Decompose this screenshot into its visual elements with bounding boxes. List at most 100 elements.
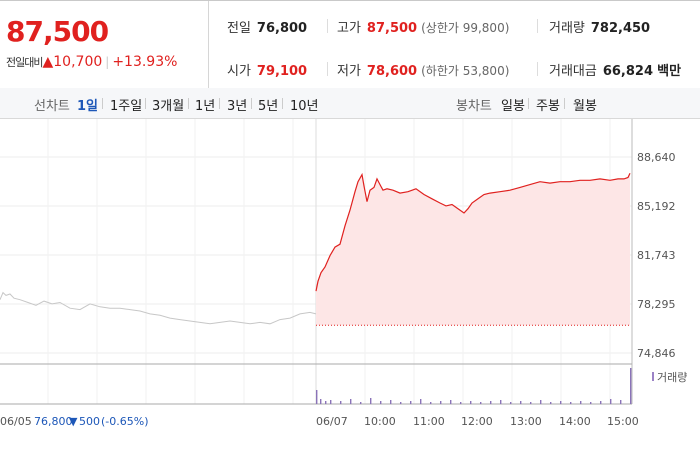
x-label: 15:00 xyxy=(607,415,639,428)
range-tab-1d[interactable]: 1일 xyxy=(77,99,99,114)
prev-day-line xyxy=(0,291,317,325)
volume-bar xyxy=(316,390,318,404)
range-tab-10y[interactable]: 10년 xyxy=(290,99,319,114)
volume-bar xyxy=(400,402,402,404)
volume-bar xyxy=(470,401,472,404)
divider xyxy=(528,98,529,109)
volume-bar xyxy=(330,400,332,404)
divider xyxy=(251,98,252,109)
volume-bar xyxy=(490,401,492,404)
x-label: 06/07 xyxy=(316,415,348,428)
volume-bar xyxy=(420,399,422,404)
volume-bar xyxy=(350,399,352,404)
candle-tab-daily[interactable]: 일봉 xyxy=(501,99,525,114)
high-price: 고가 87,500 (상한가 99,800) xyxy=(337,21,510,36)
open-price: 시가 79,100 xyxy=(227,64,308,79)
change-row: 전일대비▲10,700 | +13.93% xyxy=(6,54,177,70)
volume-bar xyxy=(480,402,482,404)
line-chart-label: 선차트 xyxy=(34,99,70,114)
change-percent: +13.93% xyxy=(112,54,178,70)
change-label: 전일대비 xyxy=(6,56,43,69)
trade-amount: 거래대금 66,824 백만 xyxy=(549,64,682,79)
range-tab-5y[interactable]: 5년 xyxy=(258,99,279,114)
prev-day-percent: (-0.65%) xyxy=(101,415,149,428)
volume-bar xyxy=(540,400,542,404)
volume-bar xyxy=(460,402,462,404)
volume-bar xyxy=(600,401,602,404)
change-value: 10,700 xyxy=(53,54,103,70)
x-label: 11:00 xyxy=(413,415,445,428)
volume-bar xyxy=(620,400,622,404)
volume-bar xyxy=(560,401,562,404)
volume-bar xyxy=(550,402,552,404)
divider xyxy=(219,98,220,109)
volume-bar xyxy=(610,399,612,404)
stats-panel: 전일 76,800 고가 87,500 (상한가 99,800) 거래량 782,450… xyxy=(209,1,700,88)
y-tick: 81,743 xyxy=(637,249,676,262)
low-price: 저가 78,600 (하한가 53,800) xyxy=(337,64,510,79)
price-chart[interactable]: 88,640 85,192 81,743 78,295 74,846 거래량 0… xyxy=(0,119,700,450)
volume-bar xyxy=(320,399,322,404)
candle-chart-label: 봉차트 xyxy=(456,99,492,114)
chart-toolbar: 선차트 1일 1주일 3개월 1년 3년 5년 10년 봉차트 일봉 주봉 월봉 xyxy=(0,88,700,119)
candle-tab-monthly[interactable]: 월봉 xyxy=(573,99,597,114)
volume: 거래량 782,450 xyxy=(549,21,651,36)
divider xyxy=(537,19,538,33)
divider xyxy=(327,19,328,33)
y-tick: 88,640 xyxy=(637,151,676,164)
candle-tab-weekly[interactable]: 주봉 xyxy=(536,99,560,114)
volume-bar xyxy=(390,400,392,404)
series-layer xyxy=(0,172,631,326)
price-box: 87,500 전일대비▲10,700 | +13.93% xyxy=(0,1,209,88)
x-label: 12:00 xyxy=(461,415,493,428)
divider xyxy=(282,98,283,109)
volume-bar xyxy=(500,400,502,404)
up-arrow-icon: ▲ xyxy=(42,54,54,70)
volume-bar xyxy=(520,401,522,404)
stock-summary: 87,500 전일대비▲10,700 | +13.93% 전일 76,800 고가 87… xyxy=(0,0,700,89)
today-price-line xyxy=(315,172,631,292)
y-tick: 74,846 xyxy=(637,347,676,360)
x-label: 13:00 xyxy=(510,415,542,428)
volume-legend: 거래량 xyxy=(657,371,687,384)
volume-bar xyxy=(430,402,432,404)
divider xyxy=(145,98,146,109)
x-label: 10:00 xyxy=(364,415,396,428)
volume-legend-swatch xyxy=(652,372,654,381)
range-tab-3m[interactable]: 3개월 xyxy=(152,99,185,114)
x-label: 06/05 xyxy=(0,415,32,428)
divider xyxy=(537,62,538,76)
range-tab-3y[interactable]: 3년 xyxy=(227,99,248,114)
volume-bar xyxy=(325,401,327,404)
volume-bar xyxy=(410,401,412,404)
y-tick: 85,192 xyxy=(637,200,676,213)
divider: | xyxy=(105,55,110,69)
volume-bar xyxy=(440,401,442,404)
range-tab-1y[interactable]: 1년 xyxy=(195,99,216,114)
volume-bars xyxy=(316,368,632,404)
prev-day-price: 76,800 xyxy=(34,415,73,428)
prev-day-info: 76,800 ▼ 500 (-0.65%) xyxy=(34,415,149,428)
current-price: 87,500 xyxy=(6,15,109,48)
volume-bar xyxy=(510,402,512,404)
volume-bar xyxy=(380,401,382,404)
volume-bar xyxy=(450,400,452,404)
y-tick: 78,295 xyxy=(637,298,676,311)
x-label: 14:00 xyxy=(559,415,591,428)
volume-bar xyxy=(570,402,572,404)
volume-bar xyxy=(530,402,532,404)
volume-bar xyxy=(630,368,632,404)
prev-close: 전일 76,800 xyxy=(227,21,308,36)
volume-bar xyxy=(360,402,362,404)
divider xyxy=(564,98,565,109)
volume-bar xyxy=(370,398,372,404)
down-arrow-icon: ▼ xyxy=(69,415,78,428)
price-area-fill xyxy=(316,173,630,326)
divider xyxy=(188,98,189,109)
volume-bar xyxy=(580,401,582,404)
volume-bar xyxy=(590,402,592,404)
range-tab-1w[interactable]: 1주일 xyxy=(110,99,143,114)
prev-day-change: 500 xyxy=(79,415,100,428)
divider xyxy=(327,62,328,76)
volume-bar xyxy=(340,401,342,404)
